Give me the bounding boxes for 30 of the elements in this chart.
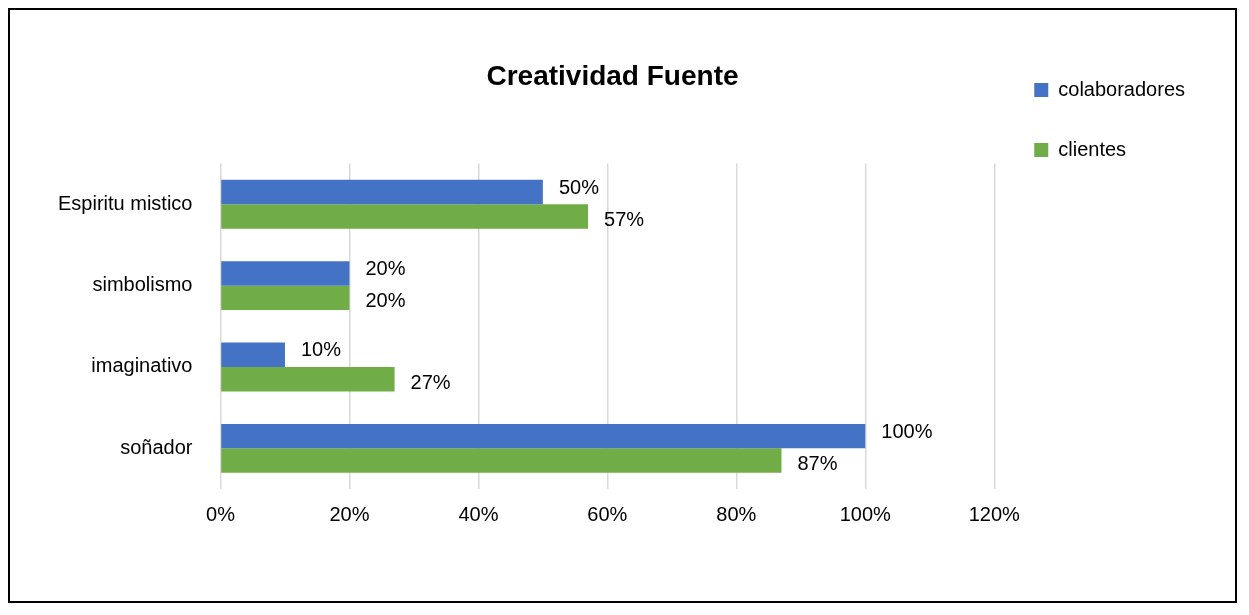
x-tick-label: 0% bbox=[206, 502, 236, 525]
data-label: 50% bbox=[558, 175, 600, 198]
bar bbox=[221, 179, 543, 205]
x-tick-label: 40% bbox=[458, 502, 499, 525]
data-label: 20% bbox=[365, 289, 406, 312]
y-tick-label: simbolismo bbox=[92, 273, 193, 296]
bar bbox=[221, 204, 589, 229]
bar bbox=[221, 448, 782, 473]
y-tick-label: Espiritu mistico bbox=[57, 191, 193, 214]
x-tick-label: 100% bbox=[839, 502, 892, 525]
y-tick-label: imaginativo bbox=[91, 354, 193, 377]
bar bbox=[221, 261, 350, 286]
bar bbox=[221, 423, 866, 449]
bar bbox=[221, 285, 350, 311]
data-label: 57% bbox=[604, 207, 645, 230]
x-tick-label: 20% bbox=[329, 502, 370, 525]
legend-label: colaboradores bbox=[1058, 77, 1185, 100]
bar bbox=[221, 366, 395, 392]
x-tick-label: 80% bbox=[716, 502, 757, 525]
data-label: 100% bbox=[881, 419, 933, 442]
data-label: 20% bbox=[365, 256, 406, 279]
x-tick-label: 120% bbox=[968, 502, 1021, 525]
data-label: 27% bbox=[410, 370, 451, 393]
bar bbox=[221, 342, 285, 367]
y-tick-label: soñador bbox=[120, 435, 193, 458]
data-label: 87% bbox=[797, 452, 838, 475]
data-label: 10% bbox=[300, 338, 342, 361]
x-tick-label: 60% bbox=[587, 502, 628, 525]
legend-label: clientes bbox=[1058, 137, 1127, 160]
chart-title: Creatividad Fuente bbox=[486, 59, 739, 91]
